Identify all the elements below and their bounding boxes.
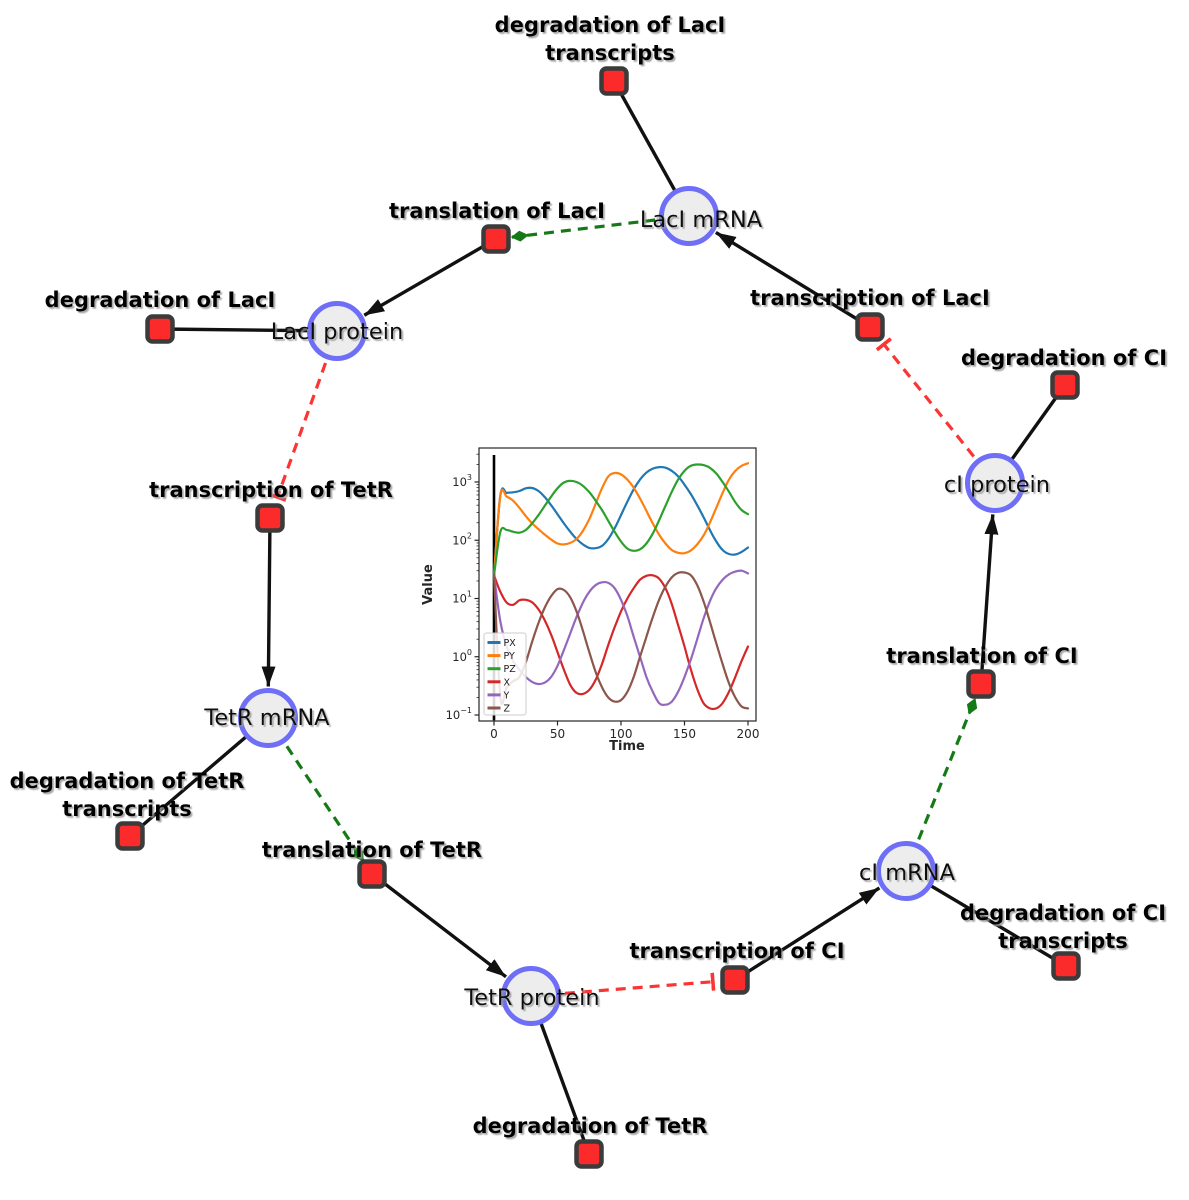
reaction-node-tc-ci[interactable] xyxy=(720,965,750,995)
species-node-laci-protein[interactable] xyxy=(307,301,367,361)
reaction-node-deg-ci[interactable] xyxy=(1050,370,1080,400)
species-label-ci-mrna: cI mRNA xyxy=(859,860,956,886)
edge-product-tl-laci-to-laci-protein xyxy=(363,237,497,317)
reaction-node-deg-ci-tr[interactable] xyxy=(1051,951,1081,981)
reaction-label-tc-tetr: transcription of TetR xyxy=(149,478,393,502)
reaction-node-deg-tetr[interactable] xyxy=(574,1139,604,1169)
reaction-label-deg-laci-tr: degradation of LacI xyxy=(495,13,726,37)
species-node-tetr-protein[interactable] xyxy=(501,966,561,1026)
edge-product-tl-tetr-to-tetr-protein xyxy=(370,872,508,979)
species-node-ci-protein[interactable] xyxy=(965,453,1025,513)
species-label-tetr-mrna: TetR mRNA xyxy=(203,705,330,731)
y-tick-label: 100 xyxy=(452,648,472,664)
x-axis-label: Time xyxy=(609,739,645,754)
reaction-node-deg-tetr-tr[interactable] xyxy=(115,821,145,851)
legend-label-px: PX xyxy=(504,638,517,649)
legend-label-pz: PZ xyxy=(504,664,517,675)
reaction-node-tl-laci[interactable] xyxy=(481,224,511,254)
series-line-x xyxy=(492,573,750,711)
network-nodes xyxy=(115,66,1081,1169)
reaction-label-tl-tetr: translation of TetR xyxy=(262,838,482,862)
reaction-label-tl-laci: translation of LacI xyxy=(389,199,605,223)
timecourse-plot: 0 50 100 150 20010−1100101102103TimeValuePXP… xyxy=(421,447,760,754)
y-axis-label: Value xyxy=(421,564,436,605)
reaction-label-deg-ci-tr: degradation of CI xyxy=(960,901,1166,925)
edge-modifier-tetr-mrna-to-tl-tetr xyxy=(266,717,365,862)
edge-inhibition-ci-protein-to-tc-laci xyxy=(875,337,997,485)
species-label-ci-protein: cI protein xyxy=(944,472,1050,498)
edge-inhibition-tetr-protein-to-tc-ci xyxy=(530,972,716,998)
reaction-node-tl-tetr[interactable] xyxy=(357,859,387,889)
x-tick-label: 100 xyxy=(610,727,633,741)
reaction-label-deg-laci: degradation of LacI xyxy=(45,288,276,312)
y-tick-label: 102 xyxy=(452,531,472,547)
reaction-label-deg-ci: degradation of CI xyxy=(961,346,1167,370)
species-node-ci-mrna[interactable] xyxy=(876,841,936,901)
reaction-node-deg-laci[interactable] xyxy=(145,314,175,344)
edge-product-tc-ci-to-ci-mrna xyxy=(734,886,881,982)
x-tick-label: 200 xyxy=(737,727,760,741)
reaction-label-tc-ci: transcription of CI xyxy=(629,939,844,963)
species-label-tetr-protein: TetR protein xyxy=(463,985,599,1011)
reaction-label-tl-ci: translation of CI xyxy=(886,644,1077,668)
reaction-node-deg-laci-tr[interactable] xyxy=(599,66,629,96)
reaction-label-deg-tetr-tr: transcripts xyxy=(62,797,192,821)
reaction-label-deg-laci-tr: transcripts xyxy=(545,41,675,65)
reaction-node-tc-laci[interactable] xyxy=(855,312,885,342)
species-label-laci-mrna: LacI mRNA xyxy=(640,207,763,233)
legend-label-y: Y xyxy=(503,690,510,701)
y-tick-label: 101 xyxy=(452,590,472,606)
reaction-node-tl-ci[interactable] xyxy=(966,669,996,699)
y-tick-label: 103 xyxy=(452,473,472,489)
reaction-label-deg-tetr-tr: degradation of TetR xyxy=(10,769,245,793)
x-tick-label: 50 xyxy=(550,727,565,741)
edge-modifier-ci-mrna-to-tl-ci xyxy=(904,697,978,872)
species-node-laci-mrna[interactable] xyxy=(659,186,719,246)
series-line-py xyxy=(492,462,750,577)
reaction-label-deg-tetr: degradation of TetR xyxy=(473,1114,708,1138)
species-label-laci-protein: LacI protein xyxy=(271,319,403,345)
y-tick-label: 10−1 xyxy=(446,706,472,722)
plot-legend: PX PY PZ XYZ xyxy=(483,632,527,716)
series-line-pz xyxy=(492,463,750,577)
edge-inhibition-laci-protein-to-tc-tetr xyxy=(268,330,339,502)
edge-reactant-ci-mrna-to-deg-ci-tr xyxy=(905,869,1067,968)
edge-product-tl-ci-to-ci-protein xyxy=(979,514,999,685)
legend-label-py: PY xyxy=(504,651,516,662)
edge-modifier-laci-mrna-to-tl-laci xyxy=(510,214,690,242)
series-line-px xyxy=(492,465,750,577)
legend-label-x: X xyxy=(504,677,511,688)
reaction-label-tc-laci: transcription of LacI xyxy=(750,286,990,310)
edge-product-tc-laci-to-laci-mrna xyxy=(714,231,871,329)
reaction-node-tc-tetr[interactable] xyxy=(255,503,285,533)
species-node-tetr-mrna[interactable] xyxy=(238,688,298,748)
series-line-y xyxy=(492,569,750,707)
legend-label-z: Z xyxy=(504,704,511,715)
edge-product-tc-tetr-to-tetr-mrna xyxy=(261,517,276,687)
network-labels: degradation of LacI transcripts translatio… xyxy=(10,13,1167,1138)
reaction-label-deg-ci-tr: transcripts xyxy=(998,929,1128,953)
x-tick-label: 0 xyxy=(490,727,498,741)
series-line-z xyxy=(492,571,750,710)
plot-series xyxy=(492,462,750,711)
edge-reactant-tetr-mrna-to-deg-tetr-tr xyxy=(128,716,270,838)
x-tick-label: 150 xyxy=(673,727,696,741)
